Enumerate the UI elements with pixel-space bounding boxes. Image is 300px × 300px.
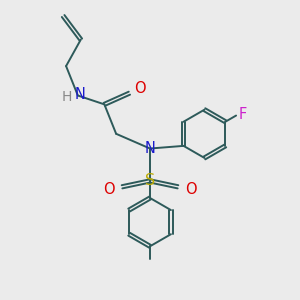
Text: O: O (134, 81, 146, 96)
Text: S: S (145, 173, 155, 188)
Text: N: N (145, 141, 155, 156)
Text: F: F (238, 107, 247, 122)
Text: H: H (61, 90, 72, 104)
Text: O: O (185, 182, 197, 197)
Text: N: N (75, 87, 86, 102)
Text: O: O (103, 182, 115, 197)
